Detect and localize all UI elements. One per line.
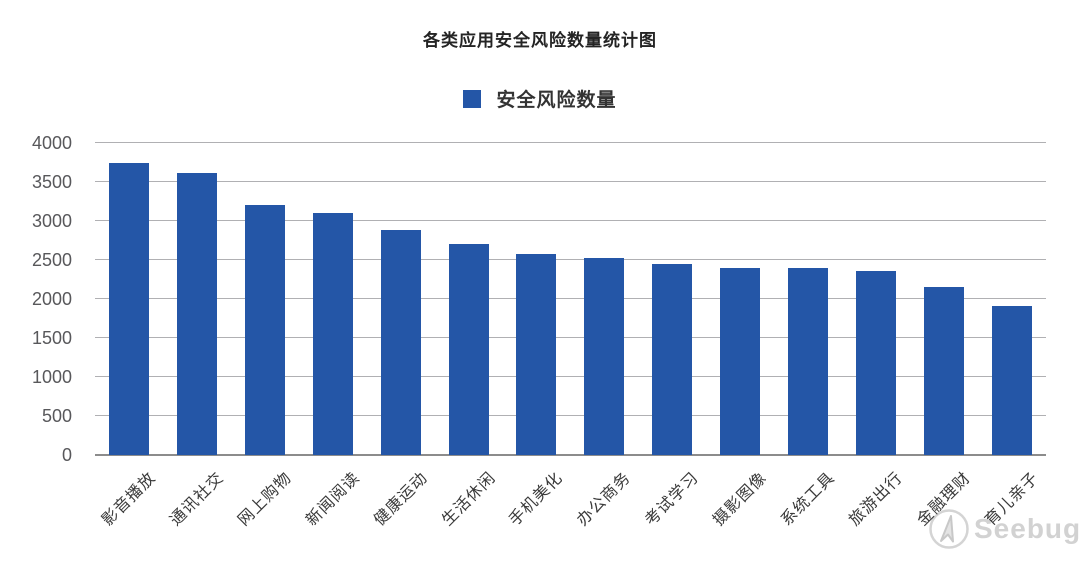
- bar-金融理财: [924, 287, 965, 455]
- x-tick-label: 新闻阅读: [302, 469, 363, 530]
- gridline: [95, 142, 1046, 143]
- legend-swatch-icon: [463, 89, 482, 108]
- bar-slot: 考试学习: [638, 143, 706, 529]
- bar-slot: 网上购物: [231, 143, 299, 529]
- y-tick-label: 1000: [31, 367, 72, 387]
- seebug-paper-plane-icon: [929, 509, 969, 549]
- gridline: [95, 220, 1046, 221]
- bar-slot: 办公商务: [570, 143, 638, 529]
- y-tick-label: 2500: [31, 250, 72, 270]
- x-tick-label: 系统工具: [778, 469, 839, 530]
- y-tick-label: 2000: [31, 289, 72, 309]
- bars-container: 影音播放 通讯社交 网上购物 新闻阅读 健康运动 生活休闲 手机美化 办公商务 考试学习 摄影图像…: [95, 143, 1046, 529]
- bar-办公商务: [584, 257, 625, 455]
- chart-title: 各类应用安全风险数量统计图: [423, 31, 657, 50]
- gridline: [95, 181, 1046, 182]
- bar-考试学习: [652, 263, 693, 455]
- gridline: [95, 376, 1046, 377]
- bar-slot: 手机美化: [503, 143, 571, 529]
- bar-slot: 金融理财: [910, 143, 978, 529]
- bar-影音播放: [108, 162, 149, 455]
- bar-旅游出行: [856, 270, 897, 455]
- bar-slot: 健康运动: [367, 143, 435, 529]
- legend-label: 安全风险数量: [496, 90, 617, 111]
- y-tick-label: 0: [61, 445, 72, 465]
- plot-area: 影音播放 通讯社交 网上购物 新闻阅读 健康运动 生活休闲 手机美化 办公商务 考试学习 摄影图像…: [95, 142, 1046, 529]
- x-tick-label: 生活休闲: [438, 469, 499, 530]
- gridline: [95, 337, 1046, 338]
- y-tick-label: 3000: [31, 211, 72, 231]
- x-tick-label: 摄影图像: [710, 469, 771, 530]
- gridline: [95, 298, 1046, 299]
- x-tick-label: 旅游出行: [846, 469, 907, 530]
- bar-新闻阅读: [312, 213, 353, 455]
- gridline: [95, 415, 1046, 416]
- x-tick-label: 手机美化: [506, 469, 567, 530]
- bar-slot: 通讯社交: [163, 143, 231, 529]
- bar-手机美化: [516, 253, 557, 455]
- gridline: [95, 259, 1046, 260]
- x-tick-label: 网上购物: [234, 469, 296, 530]
- bar-摄影图像: [720, 267, 761, 455]
- x-axis-line: [95, 454, 1046, 456]
- y-tick-label: 3500: [31, 172, 72, 192]
- y-tick-label: 1500: [31, 328, 72, 348]
- bar-slot: 系统工具: [774, 143, 842, 529]
- x-tick-label: 办公商务: [574, 469, 635, 530]
- watermark-text: Seebug: [974, 513, 1080, 544]
- bar-slot: 新闻阅读: [299, 143, 367, 529]
- bar-健康运动: [380, 230, 421, 455]
- y-tick-label: 4000: [31, 133, 72, 153]
- bar-网上购物: [244, 205, 285, 455]
- x-tick-label: 影音播放: [99, 469, 160, 530]
- bar-通讯社交: [176, 173, 217, 455]
- bar-slot: 生活休闲: [435, 143, 503, 529]
- y-tick-label: 500: [41, 406, 72, 426]
- bar-slot: 旅游出行: [842, 143, 910, 529]
- x-tick-label: 健康运动: [370, 469, 431, 530]
- bar-slot: 育儿亲子: [978, 143, 1046, 529]
- bar-育儿亲子: [991, 306, 1032, 455]
- bar-系统工具: [788, 267, 829, 455]
- watermark: Seebug: [928, 508, 1080, 550]
- x-tick-label: 考试学习: [642, 469, 703, 530]
- bar-slot: 摄影图像: [706, 143, 774, 529]
- x-tick-label: 通讯社交: [167, 469, 228, 530]
- bar-slot: 影音播放: [95, 143, 163, 529]
- bar-生活休闲: [448, 244, 489, 455]
- legend: 安全风险数量: [0, 85, 1080, 112]
